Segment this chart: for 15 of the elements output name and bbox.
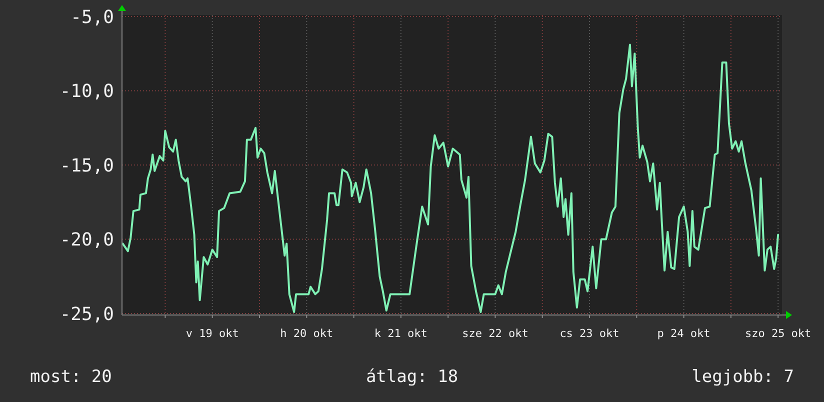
text: átlag: 18 (366, 367, 458, 387)
y-tick-label: -15,0 (60, 155, 114, 176)
x-tick-label: p 24 okt (657, 327, 710, 340)
x-tick-label: v 19 okt (186, 327, 239, 340)
y-tick-label: -10,0 (60, 81, 114, 102)
x-tick-label: k 21 okt (374, 327, 428, 340)
y-tick-label: -20,0 (60, 230, 114, 251)
text: most: 20 (30, 367, 112, 387)
y-tick-label: -25,0 (60, 304, 114, 325)
y-tick-label: -5,0 (70, 6, 114, 28)
x-tick-label: szo 25 okt (744, 327, 812, 340)
x-tick-label: h 20 okt (280, 327, 334, 340)
x-tick-label: cs 23 okt (560, 327, 620, 340)
text: legjobb: 7 (692, 367, 794, 387)
x-tick-label: sze 22 okt (462, 327, 528, 340)
